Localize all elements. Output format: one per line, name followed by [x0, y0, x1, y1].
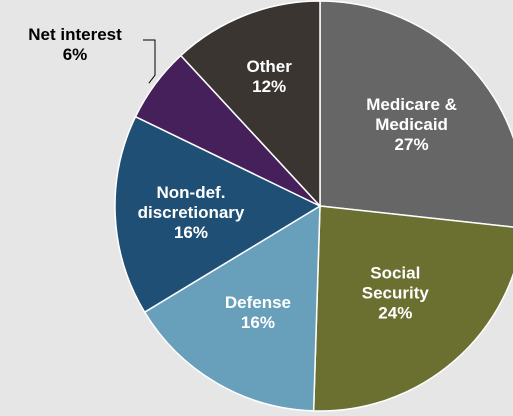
slice-name-defense: Defense	[225, 293, 291, 312]
slice-value-defense: 16%	[241, 313, 275, 332]
slice-value-other: 12%	[252, 77, 286, 96]
slice-name-medicare-medicaid: Medicare &	[366, 95, 457, 114]
slice-label-medicare-medicaid: Medicare & Medicaid 27%	[366, 95, 457, 154]
slice-label-other: Other 12%	[246, 57, 292, 96]
slice-label-defense: Defense 16%	[225, 293, 291, 332]
pie-slice-non-def-discretionary	[114, 115, 322, 314]
pie-slice-social-security	[312, 205, 513, 412]
pie-slice-other	[179, 0, 321, 208]
slice-name-other: Other	[246, 57, 292, 76]
slice-name-non-def-discretionary: discretionary	[138, 203, 245, 222]
slice-name-net-interest: Net interest	[28, 25, 122, 44]
slice-label-social-security: Social Security 24%	[362, 264, 430, 323]
slice-label-non-def-discretionary: Non-def. discretionary 16%	[138, 183, 245, 242]
slice-name-social-security: Security	[362, 284, 430, 303]
pie-slice-medicare-medicaid	[319, 0, 513, 228]
leader-line-net-interest	[143, 39, 156, 84]
slice-value-net-interest: 6%	[63, 45, 88, 64]
slice-value-social-security: 24%	[378, 304, 412, 323]
slice-name-non-def-discretionary: Non-def.	[157, 183, 226, 202]
slice-value-medicare-medicaid: 27%	[395, 135, 429, 154]
slice-name-medicare-medicaid: Medicaid	[375, 115, 448, 134]
slice-value-non-def-discretionary: 16%	[174, 223, 208, 242]
pie-slice-defense	[143, 204, 321, 412]
slice-name-social-security: Social	[370, 264, 420, 283]
slice-label-net-interest: Net interest 6%	[28, 25, 122, 64]
